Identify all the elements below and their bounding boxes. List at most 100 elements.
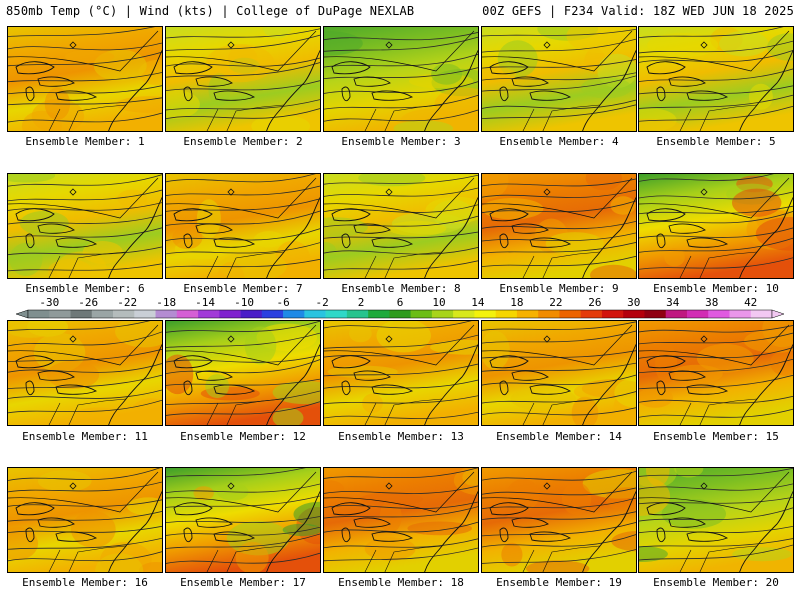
atlantic-coastline <box>739 196 793 278</box>
border-line <box>8 177 159 219</box>
temperature-field-map <box>166 27 320 131</box>
ensemble-map-panel <box>7 26 163 132</box>
border-line <box>324 471 475 513</box>
border-line <box>482 324 633 366</box>
temperature-field-map <box>8 27 162 131</box>
height-contour-line <box>324 260 478 271</box>
height-contour-line <box>482 391 636 404</box>
atlantic-coastline <box>424 196 478 278</box>
temperature-field-map <box>482 174 636 278</box>
state-boundary-lines <box>679 251 758 278</box>
atlantic-coastline <box>108 343 162 425</box>
ensemble-map-panel <box>323 467 479 573</box>
temperature-blob <box>580 76 632 99</box>
great-lakes-outline <box>371 384 414 395</box>
station-marker-icon <box>700 335 708 343</box>
colorbar-tick-label: -14 <box>195 296 215 309</box>
ensemble-member-label: Ensemble Member: 9 <box>499 282 619 295</box>
height-contour-line <box>8 112 162 123</box>
height-contour-line <box>639 347 793 359</box>
temperature-blob <box>510 387 577 411</box>
temperature-blob <box>324 31 363 56</box>
colorbar-segment <box>219 310 241 318</box>
height-contour-line <box>639 408 793 418</box>
height-contour-line <box>324 36 478 52</box>
great-lakes-outline <box>489 208 529 222</box>
height-contour-line <box>166 228 320 242</box>
great-lakes-outline <box>353 370 391 381</box>
colorbar-segment <box>240 310 263 318</box>
atlantic-coastline <box>108 196 162 278</box>
height-contour-line <box>166 185 320 197</box>
temperature-blob <box>282 523 320 537</box>
ensemble-member-label: Ensemble Member: 8 <box>341 282 461 295</box>
temperature-blob <box>610 196 636 215</box>
ensemble-map-panel <box>7 467 163 573</box>
height-contour-line <box>8 174 162 187</box>
great-lakes-outline <box>686 90 729 101</box>
great-lakes-outline <box>668 517 706 528</box>
temperature-blob <box>526 560 590 572</box>
state-boundary-lines <box>522 398 601 425</box>
border-line <box>166 324 317 366</box>
temperature-blob <box>244 326 277 365</box>
great-lakes-outline <box>25 233 35 249</box>
great-lakes-outline <box>529 531 572 542</box>
height-contour-line <box>166 552 320 564</box>
border-line <box>639 324 790 366</box>
great-lakes-outline <box>489 355 529 369</box>
colorbar-segment <box>729 310 752 318</box>
colorbar-segment <box>538 310 560 318</box>
state-boundary-lines <box>206 251 285 278</box>
great-lakes-outline <box>331 61 371 75</box>
temperature-blob <box>664 248 685 267</box>
station-marker-icon <box>700 482 708 490</box>
colorbar-segment <box>516 310 539 318</box>
colorbar-segment <box>198 310 220 318</box>
great-lakes-outline <box>173 355 213 369</box>
atlantic-coastline <box>424 490 478 572</box>
height-contour-line <box>482 321 636 331</box>
temperature-blob <box>611 531 636 552</box>
height-contour-line <box>324 31 478 41</box>
great-lakes-outline <box>15 355 55 369</box>
station-marker-icon <box>227 41 235 49</box>
colorbar-segment <box>559 310 581 318</box>
temperature-field-map <box>166 468 320 572</box>
height-contour-line <box>8 551 162 562</box>
ensemble-map-panel <box>638 173 794 279</box>
temperature-blob <box>696 343 754 373</box>
temperature-blob <box>744 329 793 353</box>
height-contour-line <box>324 379 478 389</box>
colorbar-segment <box>580 310 603 318</box>
station-marker-icon <box>227 188 235 196</box>
station-marker-icon <box>69 188 77 196</box>
temperature-blob <box>506 479 540 511</box>
great-lakes-outline <box>183 233 193 249</box>
temperature-field-map <box>482 27 636 131</box>
great-lakes-outline <box>656 380 666 396</box>
colorbar-right-arrow <box>771 309 784 319</box>
height-contour-line <box>639 374 793 390</box>
height-contour-line <box>8 71 162 83</box>
great-lakes-outline <box>646 502 686 516</box>
atlantic-coastline <box>739 343 793 425</box>
height-contour-line <box>639 94 793 109</box>
temperature-blob <box>262 27 292 39</box>
state-boundary-lines <box>364 251 443 278</box>
height-contour-line <box>482 232 636 242</box>
colorbar-segment <box>708 310 730 318</box>
height-contour-line <box>639 227 793 239</box>
temperature-blob <box>37 470 92 492</box>
height-contour-line <box>482 487 636 496</box>
great-lakes-outline <box>213 237 256 248</box>
height-contour-line <box>482 189 636 198</box>
great-lakes-outline <box>213 384 256 395</box>
great-lakes-outline <box>353 223 391 234</box>
station-marker-icon <box>543 41 551 49</box>
colorbar-segment <box>134 310 156 318</box>
border-line <box>8 30 159 72</box>
colorbar-tick-label: 34 <box>666 296 680 309</box>
state-boundary-lines <box>364 398 443 425</box>
temperature-blob <box>8 323 54 338</box>
